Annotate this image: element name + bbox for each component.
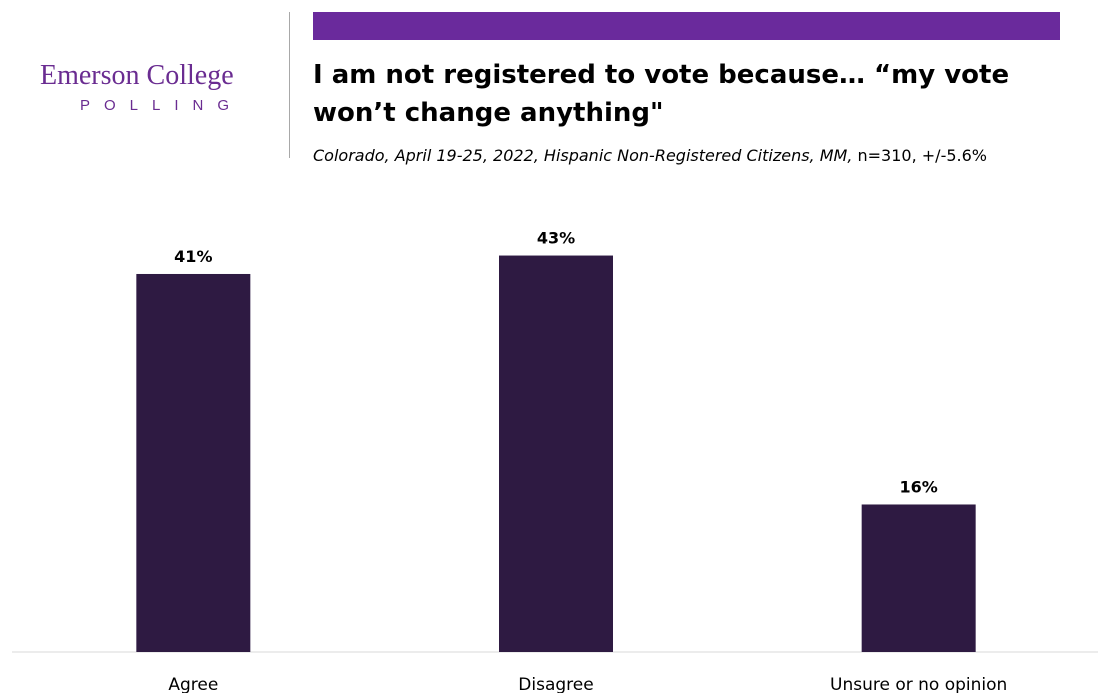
data-label-1: 43% <box>537 229 575 248</box>
accent-bar <box>313 12 1060 40</box>
logo-subtitle: POLLING <box>80 97 244 114</box>
subtitle-sample: n=310, +/-5.6% <box>852 146 987 165</box>
bar-0 <box>136 273 251 652</box>
logo-title: Emerson College <box>40 60 234 91</box>
subtitle-source: Colorado, April 19-25, 2022, Hispanic No… <box>313 146 853 165</box>
chart-subtitle: Colorado, April 19-25, 2022, Hispanic No… <box>313 146 987 165</box>
chart-title: I am not registered to vote because… “my… <box>313 60 1010 128</box>
bar-1 <box>499 255 613 653</box>
bar-2 <box>861 504 976 652</box>
x-tick-label-2: Unsure or no opinion <box>830 675 1007 693</box>
data-label-0: 41% <box>174 247 212 266</box>
data-label-2: 16% <box>900 477 938 496</box>
x-tick-label-0: Agree <box>168 675 218 693</box>
x-tick-label-1: Disagree <box>518 675 593 693</box>
header-divider <box>289 12 290 158</box>
